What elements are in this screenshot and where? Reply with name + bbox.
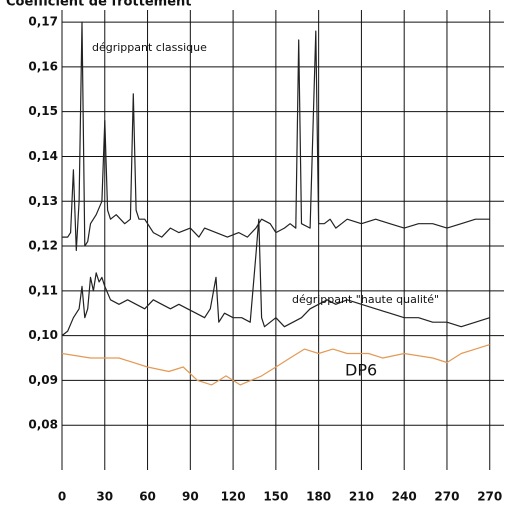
x-tick-label: 30 [96, 490, 113, 504]
y-tick-label: 0,15 [28, 104, 58, 118]
y-tick-label: 0,10 [28, 328, 58, 342]
x-tick-label: 60 [139, 490, 156, 504]
x-tick-label: 180 [306, 490, 331, 504]
series-label: dégrippant "haute qualité" [292, 293, 439, 306]
x-tick-label: 0 [58, 490, 66, 504]
series-label: DP6 [345, 361, 377, 380]
y-tick-label: 0,12 [28, 239, 58, 253]
series-line [62, 21, 490, 252]
x-tick-label: 270 [434, 490, 459, 504]
series-line [61, 344, 490, 386]
chart-title: Coefficient de frottement [6, 0, 192, 10]
x-tick-label: 240 [392, 490, 417, 504]
x-tick-label: 210 [349, 490, 374, 504]
series-line [61, 218, 490, 337]
x-tick-label: 120 [221, 490, 246, 504]
y-tick-label: 0,17 [28, 15, 58, 29]
y-tick-label: 0,16 [28, 59, 58, 73]
y-tick-label: 0,11 [28, 283, 58, 297]
x-tick-label: 90 [182, 490, 199, 504]
y-tick-label: 0,14 [28, 149, 58, 163]
y-tick-label: 0,08 [28, 418, 58, 432]
y-tick-label: 0,13 [28, 194, 58, 208]
x-tick-label: 270 [477, 490, 502, 504]
y-tick-label: 0,09 [28, 373, 58, 387]
x-tick-label: 150 [263, 490, 288, 504]
series-label: dégrippant classique [92, 41, 207, 54]
